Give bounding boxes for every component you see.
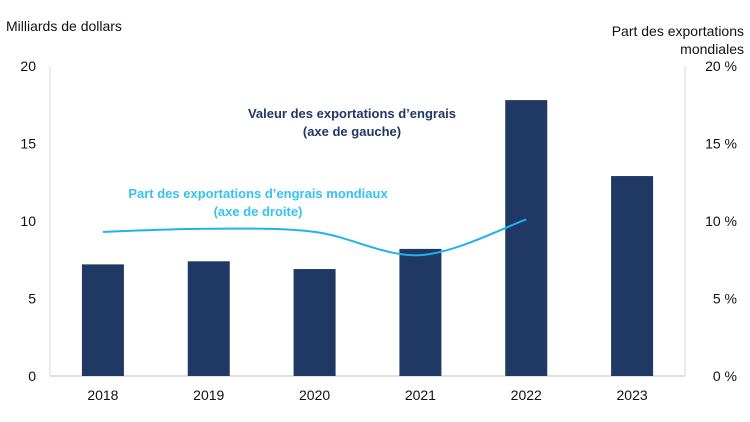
line-series-annotation-line-2: (axe de droite) (214, 204, 303, 219)
bar-2019 (187, 261, 230, 376)
left-tick-label: 5 (28, 291, 36, 307)
x-tick-label: 2018 (87, 387, 118, 403)
left-axis-title: Milliards de dollars (6, 18, 122, 34)
line-series-annotation-line-1: Part des exportations d’engrais mondiaux (128, 186, 388, 201)
left-tick-label: 20 (20, 58, 36, 74)
right-tick-label: 15 % (705, 136, 737, 152)
x-tick-label: 2019 (193, 387, 224, 403)
bar-2022 (505, 100, 548, 376)
bar-series-annotation-line-1: Valeur des exportations d’engrais (248, 106, 456, 121)
bar-series (81, 100, 654, 376)
bar-series-annotation-line-2: (axe de gauche) (303, 124, 401, 139)
bar-2023 (611, 176, 654, 376)
x-tick-label: 2021 (405, 387, 436, 403)
x-axis-ticks: 2018 2019 2020 2021 2022 2023 (87, 387, 648, 403)
right-tick-label: 20 % (705, 58, 737, 74)
bar-2020 (293, 269, 336, 376)
right-tick-label: 0 % (713, 368, 737, 384)
bar-2021 (399, 248, 442, 376)
right-axis-title-line-1: Part des exportations (612, 23, 744, 39)
x-tick-label: 2023 (617, 387, 648, 403)
right-tick-label: 5 % (713, 291, 737, 307)
left-axis-ticks: 0 5 10 15 20 (20, 58, 36, 384)
right-tick-label: 10 % (705, 213, 737, 229)
right-axis-title-line-2: mondiales (680, 41, 744, 57)
left-tick-label: 15 (20, 136, 36, 152)
left-tick-label: 10 (20, 213, 36, 229)
line-share-series (102, 218, 527, 257)
line-series (102, 218, 527, 257)
right-axis-ticks: 0 % 5 % 10 % 15 % 20 % (705, 58, 737, 384)
left-tick-label: 0 (28, 368, 36, 384)
x-tick-label: 2020 (299, 387, 330, 403)
bar-2018 (81, 264, 124, 376)
x-tick-label: 2022 (511, 387, 542, 403)
